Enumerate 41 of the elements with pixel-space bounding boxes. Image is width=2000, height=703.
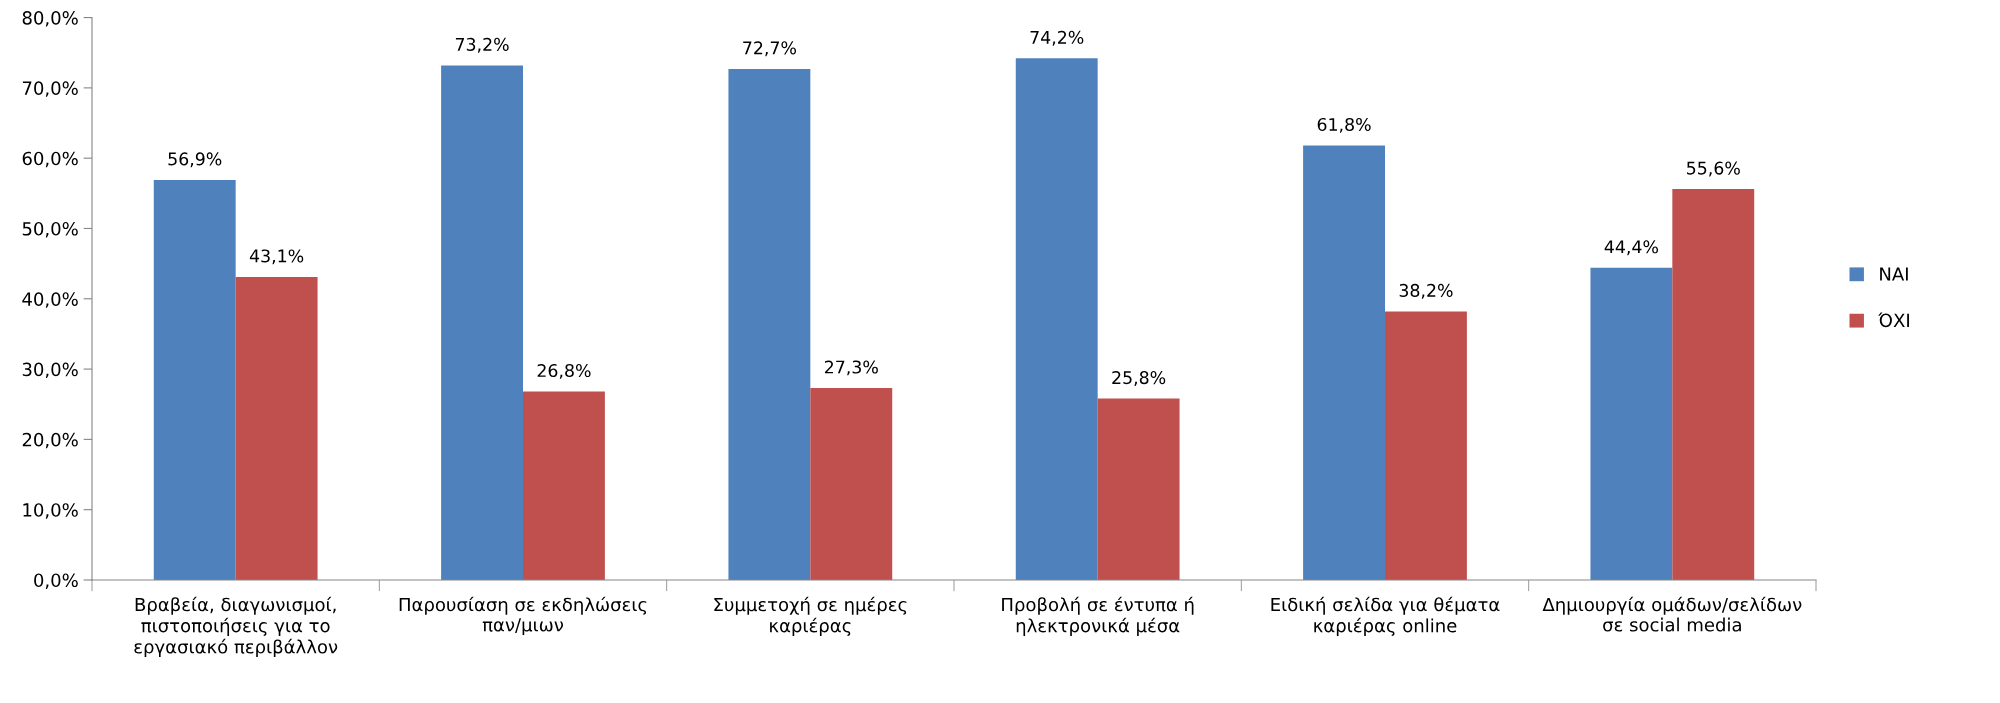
y-tick-label: 20,0% — [22, 432, 78, 449]
y-tick-label: 10,0% — [23, 503, 78, 519]
bar — [1590, 267, 1673, 580]
x-tick-label: Ειδική σελίδα για θέματα καριέρας online — [1271, 596, 1500, 636]
x-tick-label: Παρουσίαση σε εκδηλώσεις παν/μιων — [399, 596, 647, 636]
y-tick-label: 30,0% — [22, 362, 78, 379]
bar — [441, 65, 523, 580]
data-label: 73,2% — [455, 37, 509, 53]
data-label: 44,4% — [1604, 240, 1659, 256]
bar — [1672, 189, 1755, 580]
bar — [235, 276, 318, 580]
data-label: 25,8% — [1112, 370, 1166, 386]
data-label: 61,8% — [1317, 117, 1371, 133]
y-tick-label: 80,0% — [22, 11, 78, 27]
data-label: 43,1% — [249, 249, 304, 265]
legend-label: ΝΑΙ — [1880, 267, 1908, 281]
data-label: 55,6% — [1687, 161, 1740, 177]
x-tick-label: Δημιουργία ομάδων/σελίδων σε social media — [1542, 596, 1802, 632]
legend-label: ΌΧΙ — [1878, 312, 1909, 328]
data-label: 27,3% — [824, 360, 878, 376]
y-tick-label: 70,0% — [22, 81, 78, 97]
y-tick-label: 40,0% — [22, 292, 78, 308]
bar — [1015, 58, 1098, 580]
y-tick-label: 60,0% — [22, 151, 78, 168]
bar — [523, 391, 605, 580]
x-tick-label: Συμμετοχή σε ημέρες καριέρας — [714, 596, 907, 636]
data-label: 26,8% — [537, 363, 591, 379]
y-tick-label: 0,0% — [34, 573, 78, 589]
data-label: 38,2% — [1399, 283, 1453, 299]
bar — [1097, 398, 1180, 580]
data-label: 56,9% — [168, 152, 222, 168]
y-tick-label: 50,0% — [22, 221, 78, 238]
bar — [1303, 145, 1385, 580]
bar — [1385, 311, 1467, 580]
x-tick-label: Βραβεία, διαγωνισμοί, πιστοποιήσεις για το εργασιακό περιβάλλον — [134, 596, 338, 658]
bar — [728, 68, 811, 580]
bar — [810, 388, 893, 580]
data-label: 72,7% — [743, 41, 797, 57]
data-label: 74,2% — [1030, 30, 1084, 46]
bar — [153, 179, 236, 580]
x-tick-label: Προβολή σε έντυπα ή ηλεκτρονικά μέσα — [1002, 596, 1194, 636]
